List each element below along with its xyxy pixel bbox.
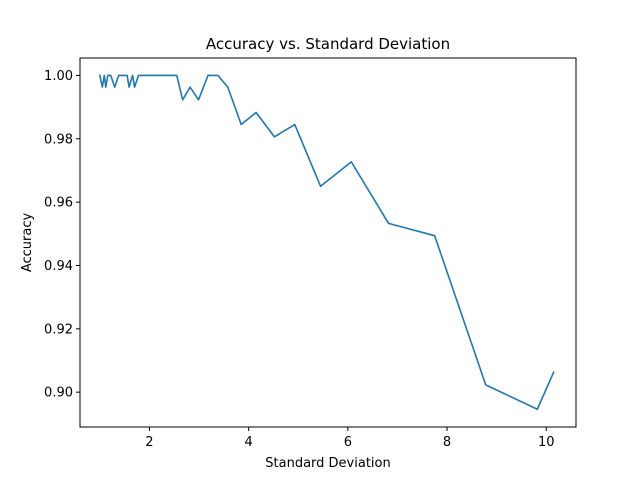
y-tick-label: 1.00	[44, 69, 73, 84]
x-axis-label: Standard Deviation	[265, 456, 390, 471]
x-tick-label: 6	[344, 435, 352, 450]
y-axis: 0.90 0.92 0.94 0.96 0.98 1.00	[44, 69, 80, 401]
x-tick-label: 4	[244, 435, 252, 450]
x-tick-label: 10	[538, 435, 555, 450]
axes-frame	[79, 57, 577, 428]
x-tick-label: 2	[145, 435, 153, 450]
y-tick-label: 0.90	[44, 386, 73, 401]
x-axis: 2 4 6 8 10	[145, 427, 555, 450]
y-axis-label: Accuracy	[20, 213, 35, 273]
series-line-0	[98, 74, 555, 411]
y-tick-label: 0.96	[44, 196, 73, 211]
y-tick-label: 0.94	[44, 259, 73, 274]
y-tick-label: 0.98	[44, 132, 73, 147]
plot-area	[98, 74, 555, 411]
chart-title: Accuracy vs. Standard Deviation	[206, 35, 450, 53]
y-tick-label: 0.92	[44, 322, 73, 337]
x-tick-label: 8	[443, 435, 451, 450]
